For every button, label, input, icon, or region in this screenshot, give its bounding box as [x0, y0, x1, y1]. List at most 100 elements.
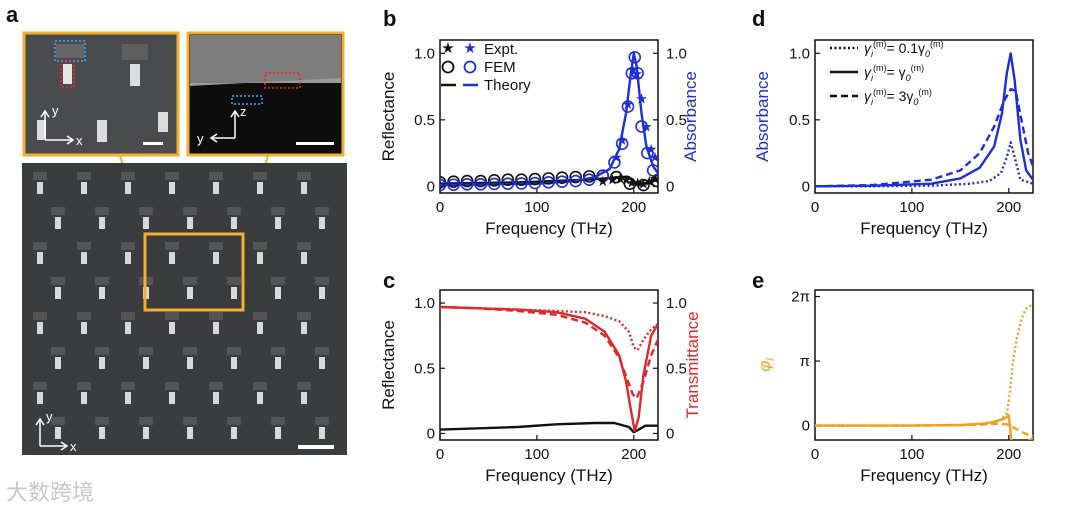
pillar-shadow: [33, 242, 47, 250]
y-tick-label: 0.5: [414, 360, 435, 377]
pillar: [275, 357, 281, 369]
data-point-circle: [628, 50, 642, 64]
inset-right-axis-y: y: [197, 131, 204, 146]
pillar: [301, 322, 307, 334]
data-point-circle: [440, 178, 447, 192]
series-group: [815, 303, 1033, 440]
panel-letter-c: c: [383, 268, 396, 293]
data-point-circle: [635, 120, 648, 133]
pillar: [37, 252, 43, 264]
pillar-shadow: [121, 312, 135, 320]
legend-label-solid: γi(m)= γ0(m): [864, 63, 924, 83]
x-tick-label: 100: [524, 199, 549, 216]
pillar: [187, 357, 193, 369]
pillar: [301, 252, 307, 264]
pillar: [81, 182, 87, 194]
series-group: [440, 305, 658, 434]
pillar-shadow: [51, 207, 65, 215]
pillar: [319, 287, 325, 299]
pillar-shadow: [77, 172, 91, 180]
pillar-shadow: [33, 172, 47, 180]
pillar-shadow: [297, 172, 311, 180]
pillar-shadow: [253, 242, 267, 250]
pillar: [257, 392, 263, 404]
data-point-circle: [631, 66, 644, 80]
series-line: [440, 305, 658, 400]
scale-bar-right: [296, 142, 334, 145]
data-point-star: ★: [635, 91, 648, 107]
x-axis-label: Frequency (THz): [860, 219, 988, 238]
data-point-star: ★: [606, 172, 619, 188]
x-tick-label: 100: [899, 446, 924, 463]
y2-tick-label: 1.0: [666, 45, 687, 62]
data-point-circle: [555, 175, 569, 188]
panel-letter-b: b: [383, 6, 397, 31]
data-point-star: ★: [622, 96, 635, 112]
pillar-shadow: [315, 417, 329, 425]
pillar-shadow: [95, 417, 109, 425]
chart-d: 0 100 200 Frequency (THz) 0 0.5 1.0 Absorbance γ…: [753, 39, 1034, 238]
pillar: [319, 217, 325, 229]
pillar-shadow: [77, 312, 91, 320]
data-point-circle: [487, 177, 501, 191]
pillar: [99, 217, 105, 229]
data-point-circle: [596, 169, 610, 183]
y-tick-label: 0.5: [414, 112, 435, 129]
pillar-shadow: [165, 382, 179, 390]
inset-left-axis-x: x: [76, 133, 83, 148]
pillar-shadow: [209, 382, 223, 390]
pillar: [55, 287, 61, 299]
pillar: [125, 182, 131, 194]
pillar-shadow: [95, 207, 109, 215]
x-tick-label: 0: [436, 199, 444, 216]
pillar-shadow: [165, 242, 179, 250]
axes-indicator-left-inset: [40, 109, 75, 145]
y2-tick-label: 0.5: [666, 360, 687, 377]
pillar: [231, 357, 237, 369]
pillar-shadow: [121, 242, 135, 250]
x-tick-label: 200: [996, 199, 1021, 216]
pillar: [143, 427, 149, 439]
pillar-shadow: [183, 277, 197, 285]
pillar-shadow: [165, 172, 179, 180]
legend-label-dotted: γi(m)= 0.1γ0(m): [864, 39, 944, 59]
data-point-circle: [474, 174, 487, 188]
pillar: [231, 287, 237, 299]
pillar-shadow: [183, 207, 197, 215]
data-point-circle: [615, 137, 629, 151]
pillar: [143, 217, 149, 229]
inset-left-axis-y: y: [52, 103, 59, 118]
pillar-shadow: [95, 347, 109, 355]
y-tick-label: 2π: [791, 289, 810, 306]
panel-letter-e: e: [752, 268, 765, 293]
data-point-star: ★: [643, 173, 656, 189]
chart-c: 0 100 200 Frequency (THz) 0 0.5 1.0 0 0.5 1.0 Refl…: [380, 289, 702, 485]
series-line: [815, 52, 1033, 188]
pillar: [37, 392, 43, 404]
pillar: [187, 427, 193, 439]
axes-indicator-main: [35, 417, 69, 451]
pillar: [125, 322, 131, 334]
pillar: [187, 287, 193, 299]
pillar: [257, 182, 263, 194]
pillar-shadow: [227, 207, 241, 215]
inset-left-blue-box: [54, 40, 86, 62]
pillar: [275, 217, 281, 229]
pillar-shadow: [51, 347, 65, 355]
pillar: [319, 427, 325, 439]
pillar: [125, 252, 131, 264]
pillar-shadow: [209, 172, 223, 180]
y2-tick-label: 0: [666, 178, 674, 195]
inset-right-red-box: [264, 72, 301, 89]
pillar-shadow: [297, 382, 311, 390]
plot-frame: [439, 39, 659, 194]
y-axis-label-sub: l: [765, 358, 777, 361]
pillar: [257, 252, 263, 264]
pillar-shadow: [209, 242, 223, 250]
data-point-circle: [569, 174, 582, 188]
inset-right-axis-z: z: [240, 104, 247, 119]
pillar: [213, 182, 219, 194]
data-point-star: ★: [649, 170, 662, 186]
series-line: [815, 141, 1033, 188]
data-point-star: ★: [620, 172, 633, 188]
